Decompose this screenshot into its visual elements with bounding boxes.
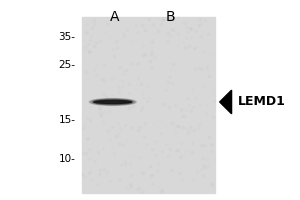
Ellipse shape [92, 99, 134, 105]
Ellipse shape [96, 100, 130, 104]
Ellipse shape [94, 100, 132, 103]
Ellipse shape [93, 99, 133, 105]
Ellipse shape [89, 99, 136, 105]
Ellipse shape [90, 99, 136, 105]
Text: A: A [110, 10, 119, 24]
Polygon shape [220, 90, 232, 114]
Ellipse shape [94, 99, 132, 105]
Bar [82, 17, 215, 193]
Text: 15-: 15- [58, 115, 76, 125]
Text: 35-: 35- [58, 32, 76, 42]
Ellipse shape [95, 100, 131, 104]
Text: LEMD1: LEMD1 [238, 95, 285, 108]
Ellipse shape [91, 99, 135, 105]
Text: B: B [166, 10, 175, 24]
Text: 25-: 25- [58, 60, 76, 70]
Text: 10-: 10- [59, 154, 76, 164]
